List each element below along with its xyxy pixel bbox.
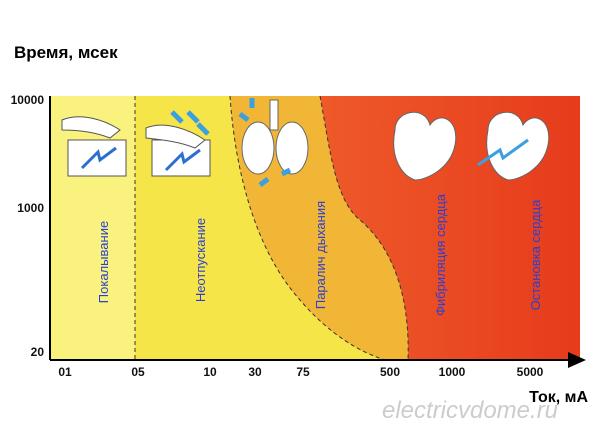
x-tick-label: 01 (58, 365, 72, 379)
icon-hand-arrows (145, 110, 211, 177)
boundary (229, 95, 386, 361)
x-tick-label: 75 (296, 365, 310, 379)
watermark: electricvdome.ru (382, 397, 558, 424)
x-tick-label: 05 (131, 365, 145, 379)
dynamic: 01 05 10 30 75 500 1000 5000 10000 1000 20 Покалыва… (11, 93, 544, 379)
y-tick-label: 1000 (17, 201, 44, 215)
x-tick-label: 1000 (439, 365, 466, 379)
y-axis-title: Время, мсек (14, 43, 118, 62)
zone-label: Паралич дыхания (313, 201, 328, 309)
icon-hand (61, 116, 127, 177)
y-tick-label: 20 (31, 345, 45, 359)
zone-label: Покалывание (96, 221, 111, 303)
icon-lungs (238, 98, 309, 187)
x-tick-label: 5000 (517, 365, 544, 379)
zone-label: Неотпускание (193, 218, 208, 302)
zone-label: Остановка сердца (528, 199, 543, 310)
icon-heart (393, 111, 550, 181)
x-tick-label: 500 (380, 365, 400, 379)
y-tick-label: 10000 (11, 93, 45, 107)
boundary (319, 95, 409, 361)
x-tick-label: 30 (248, 365, 262, 379)
x-tick-label: 10 (203, 365, 217, 379)
x-axis-title: Ток, мА (529, 389, 588, 406)
axis-arrow (568, 352, 586, 368)
zone-label: Фибриляция сердца (433, 193, 448, 316)
